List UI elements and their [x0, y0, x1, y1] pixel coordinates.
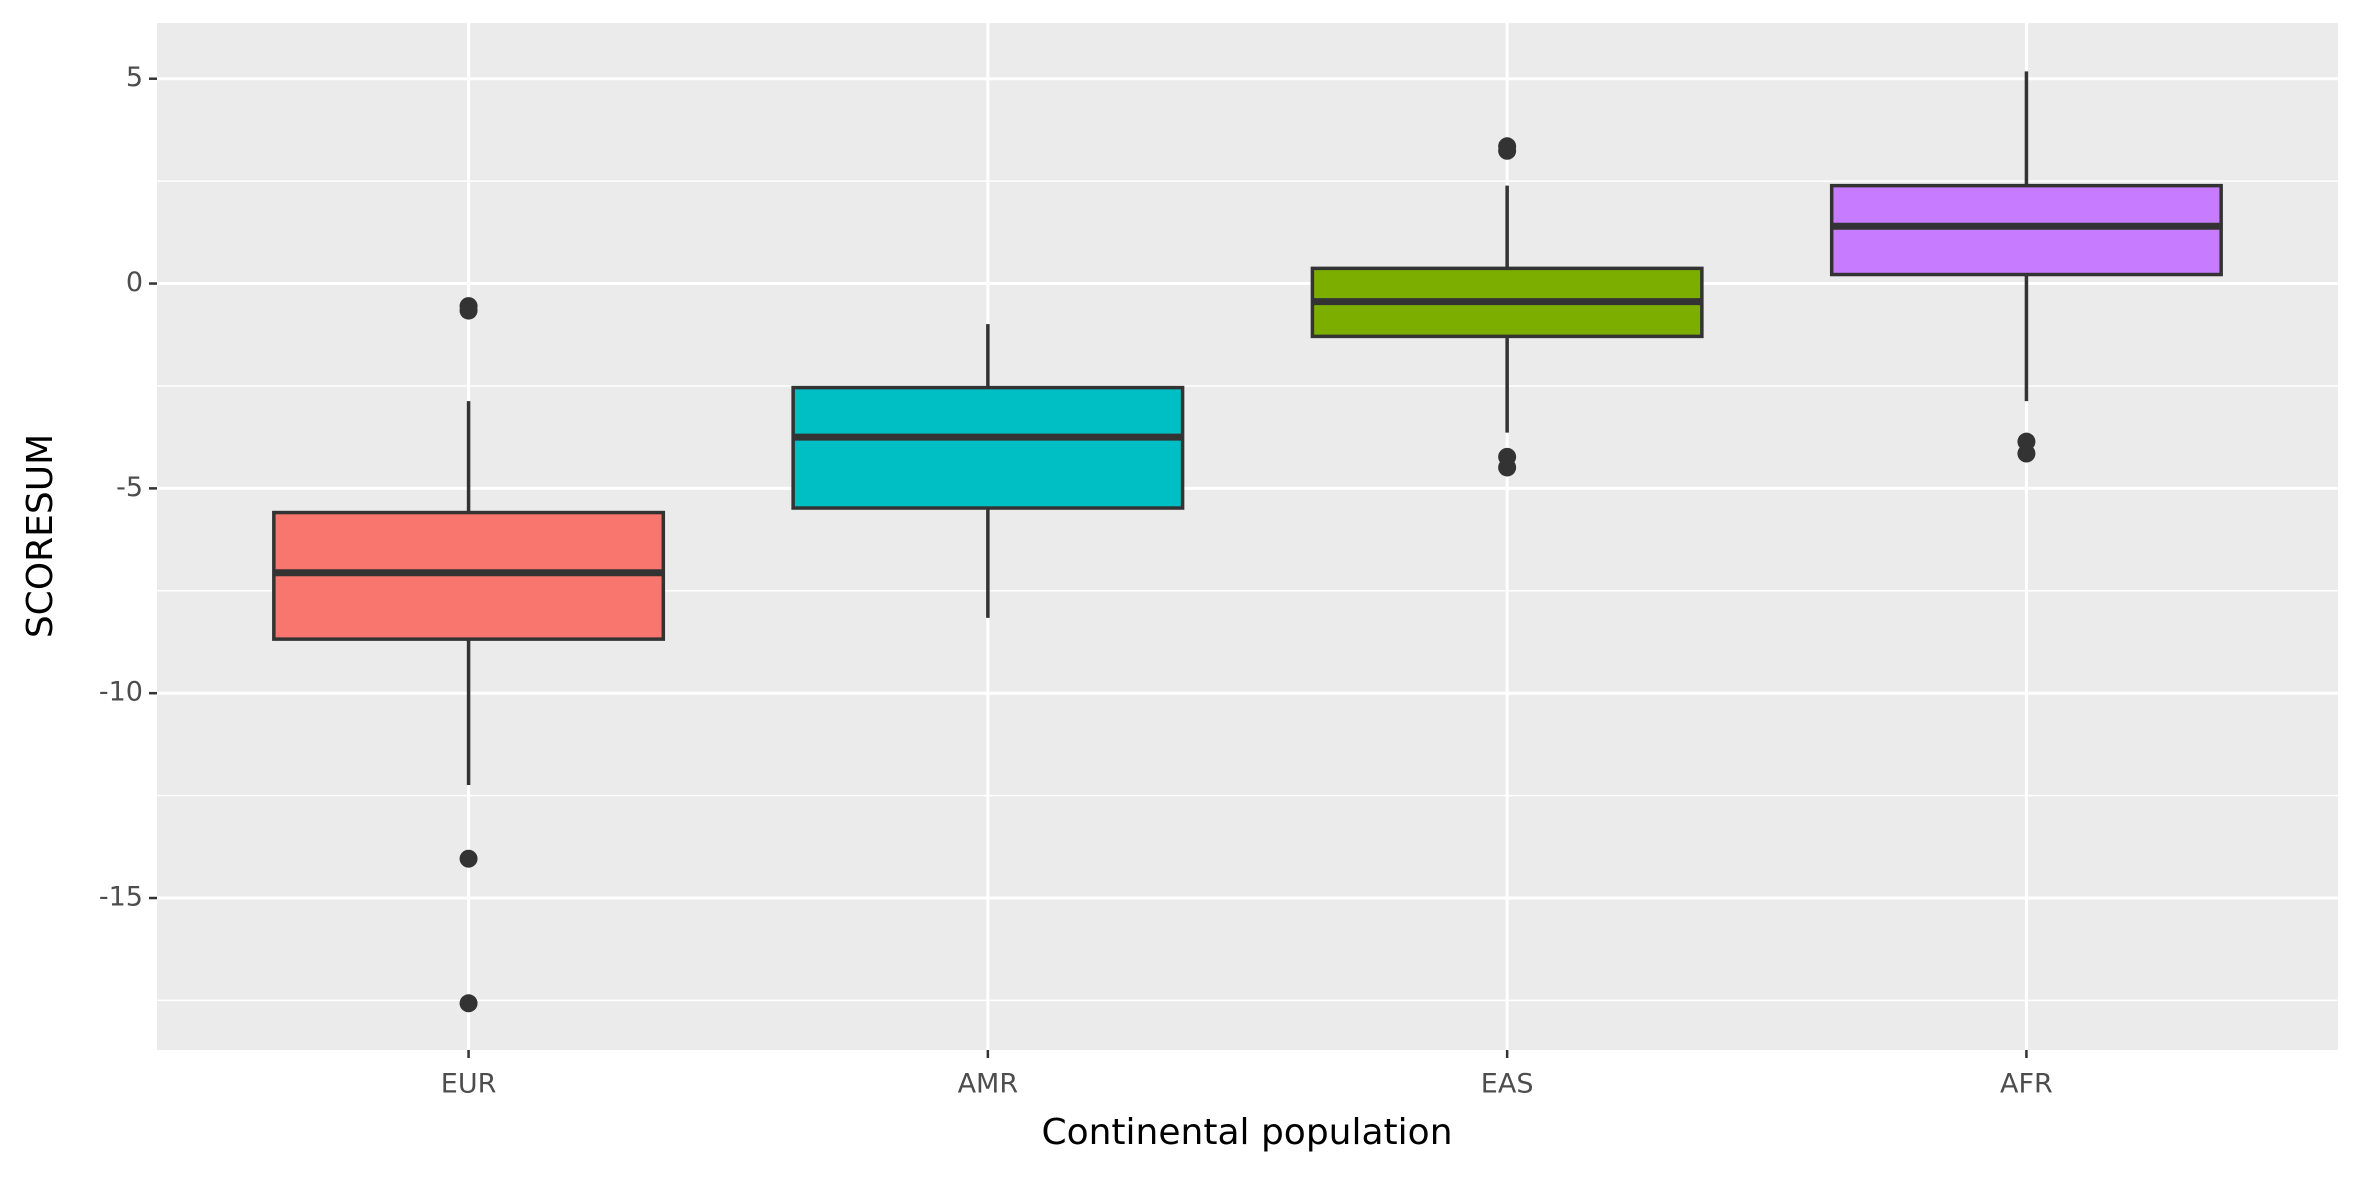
outlier — [1498, 458, 1517, 477]
box — [791, 385, 1185, 510]
y-tick-label: 5 — [126, 62, 143, 93]
x-tick-label: EUR — [441, 1069, 497, 1100]
x-tick-label: EAS — [1481, 1069, 1534, 1100]
y-tick-label: -5 — [116, 472, 143, 503]
outlier — [459, 849, 478, 868]
y-tick-label: 0 — [126, 267, 143, 298]
box — [1829, 183, 2223, 277]
y-axis-title: SCORESUM — [20, 434, 61, 638]
outlier — [459, 994, 478, 1013]
outlier — [459, 301, 478, 320]
x-tick-label: AFR — [2000, 1069, 2053, 1100]
outlier — [2017, 444, 2036, 463]
x-axis-title: Continental population — [1041, 1112, 1452, 1153]
outlier — [1498, 141, 1517, 160]
x-tick-label: AMR — [958, 1069, 1019, 1100]
y-tick-label: -10 — [99, 677, 143, 708]
y-tick-label: -15 — [99, 882, 143, 913]
